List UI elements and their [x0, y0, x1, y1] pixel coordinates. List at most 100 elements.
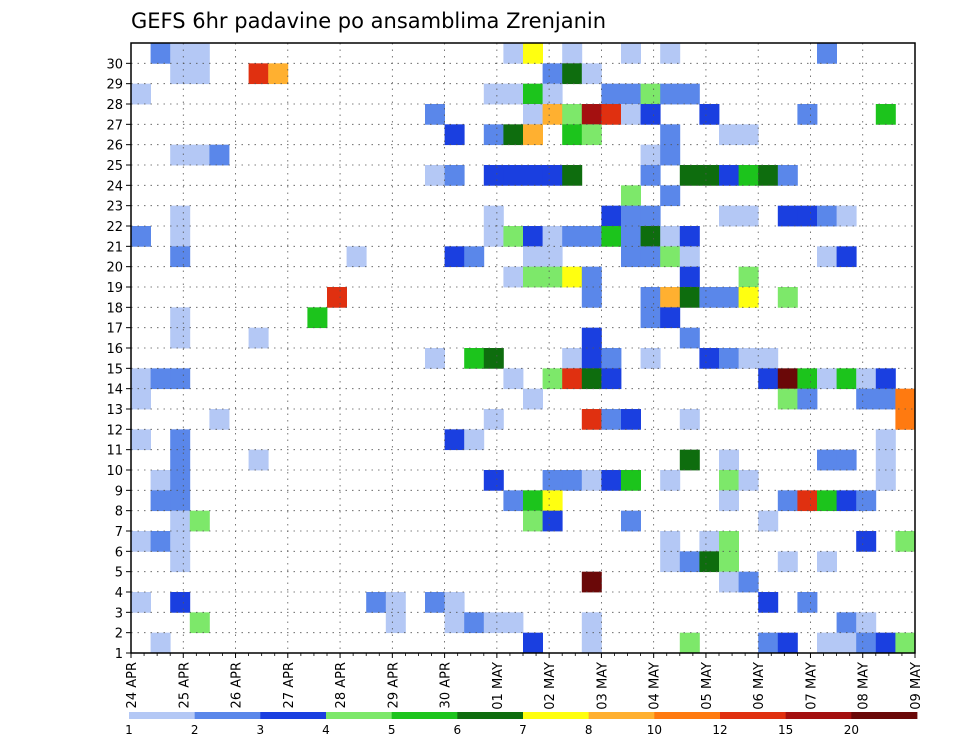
heatmap-cell [797, 490, 818, 512]
heatmap-cell [601, 368, 622, 390]
heatmap-cell [777, 287, 798, 308]
heatmap-cell [660, 43, 681, 64]
y-tick-label: 20 [106, 261, 123, 276]
colorbar-label: 4 [322, 723, 330, 737]
x-tick-label: 07 MAY [804, 662, 819, 710]
heatmap-cell [150, 43, 171, 64]
heatmap-cell [483, 612, 504, 634]
heatmap-cell [170, 429, 191, 451]
heatmap-cell [444, 124, 465, 146]
heatmap-cell [170, 592, 191, 613]
heatmap-cell [817, 632, 837, 654]
heatmap-cell [346, 246, 367, 268]
y-tick-label: 7 [115, 525, 123, 540]
heatmap-cell [660, 551, 681, 573]
heatmap-cell [601, 104, 622, 125]
x-tick-label: 29 APR [386, 662, 401, 708]
heatmap-cell [170, 307, 191, 329]
heatmap-cell [170, 531, 191, 552]
heatmap-cell [719, 531, 739, 552]
heatmap-cell [836, 632, 857, 654]
heatmap-cell [523, 246, 543, 268]
heatmap-cell [758, 510, 779, 532]
heatmap-cell [621, 205, 641, 227]
x-tick-label: 25 APR [177, 662, 192, 708]
x-tick-label: 04 MAY [648, 662, 663, 710]
grid-lines [131, 43, 915, 654]
heatmap-cell [660, 185, 681, 207]
heatmap-cell [738, 124, 759, 146]
y-tick-label: 23 [106, 200, 123, 215]
y-tick-label: 6 [115, 545, 123, 560]
heatmap-cell [875, 470, 896, 491]
y-tick-label: 1 [115, 647, 123, 662]
y-tick-label: 9 [115, 484, 123, 499]
heatmap-cell [777, 165, 798, 186]
heatmap-cell [699, 104, 720, 125]
heatmap-cell [542, 165, 563, 186]
heatmap-cell [621, 246, 641, 268]
heatmap-cell [836, 368, 857, 390]
heatmap-cell [797, 388, 818, 410]
heatmap-cell [581, 104, 602, 125]
colorbar-swatch [851, 712, 918, 719]
heatmap-cell [679, 632, 700, 654]
colorbar-swatch [785, 712, 852, 719]
heatmap-cell [483, 226, 504, 247]
heatmap-cell [679, 327, 700, 349]
heatmap-cell [856, 632, 877, 654]
y-tick-label: 15 [106, 362, 123, 377]
heatmap-cell [856, 388, 877, 410]
heatmap-cell [523, 226, 543, 247]
heatmap-cell [248, 449, 269, 471]
heatmap-cell [777, 368, 798, 390]
heatmap-cell [542, 104, 563, 125]
heatmap-cell [777, 205, 798, 227]
heatmap-cell [150, 368, 171, 390]
heatmap-cell [581, 327, 602, 349]
heatmap-cell [621, 104, 641, 125]
heatmap-cell [523, 266, 543, 288]
heatmap-cell [366, 592, 387, 613]
heatmap-cell [817, 449, 837, 471]
heatmap-cell [170, 490, 191, 512]
heatmap-cell [875, 388, 896, 410]
heatmap-cell [503, 83, 524, 105]
colorbar-label: 5 [388, 723, 396, 737]
heatmap-cell [523, 124, 543, 146]
heatmap-cell [660, 531, 681, 552]
heatmap-cell [248, 327, 269, 349]
heatmap-cell [464, 246, 485, 268]
heatmap-cell [581, 63, 602, 85]
heatmap-cell [601, 409, 622, 430]
heatmap-cell [699, 551, 720, 573]
y-tick-label: 11 [106, 444, 123, 459]
x-tick-label: 06 MAY [752, 662, 767, 710]
heatmap-cell [758, 632, 779, 654]
heatmap-cell [581, 470, 602, 491]
colorbar-label: 15 [778, 723, 793, 737]
heatmap-cell [640, 307, 661, 329]
heatmap-cell [483, 409, 504, 430]
y-tick-label: 2 [115, 627, 123, 642]
heatmap-cell [131, 388, 151, 410]
heatmap-cell [581, 226, 602, 247]
y-tick-label: 12 [106, 423, 123, 438]
heatmap-cell [777, 551, 798, 573]
heatmap-cell [503, 612, 524, 634]
heatmap-cell [699, 348, 720, 369]
heatmap-cell [209, 144, 230, 166]
x-tick-label: 01 MAY [491, 662, 506, 710]
heatmap-cell [679, 287, 700, 308]
heatmap-cell [719, 287, 739, 308]
heatmap-cell [542, 368, 563, 390]
heatmap-cell [758, 165, 779, 186]
heatmap-cell [679, 409, 700, 430]
heatmap-cell [719, 470, 739, 491]
heatmap-cell [738, 165, 759, 186]
heatmap-cell [895, 632, 916, 654]
colorbar-swatch [588, 712, 655, 719]
y-tick-label: 25 [106, 159, 123, 174]
heatmap-cell [621, 409, 641, 430]
heatmap-cell [523, 165, 543, 186]
